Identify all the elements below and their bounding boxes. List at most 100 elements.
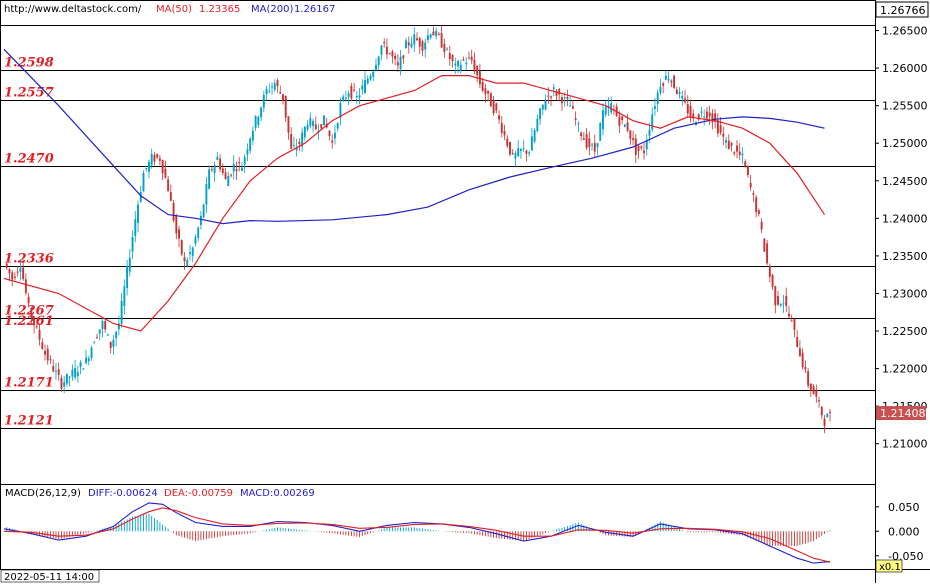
candle-body [123, 286, 126, 307]
candle-body [591, 144, 594, 146]
candle-body [24, 279, 27, 293]
candle-body [153, 154, 156, 162]
candle-body [148, 161, 150, 172]
candle-body [380, 45, 383, 55]
candle-body [210, 169, 213, 171]
candle-body [621, 116, 624, 121]
candle-body [714, 113, 717, 122]
ma50-line [3, 75, 826, 332]
macd-tick-label: -0.050 [888, 550, 923, 563]
candle-body [768, 266, 771, 277]
candle-body [104, 321, 107, 330]
candle-body [137, 204, 139, 224]
candle-body [407, 42, 410, 46]
price-tick-label: 1.22000 [882, 363, 928, 376]
scale-badge-box [875, 559, 903, 573]
candle-body [484, 88, 487, 95]
candle-body [169, 192, 172, 201]
candle-body [328, 130, 331, 136]
candle-body [588, 138, 591, 148]
ma200-line [3, 48, 825, 225]
candle-body [410, 43, 413, 48]
candle-body [55, 370, 57, 372]
candle-body [186, 259, 189, 266]
candle-body [298, 141, 301, 145]
candle-body [705, 111, 708, 119]
candle-body [722, 133, 725, 137]
candle-body [755, 197, 758, 213]
candle-body [648, 129, 651, 136]
candle-body [131, 237, 134, 252]
candle-body [74, 368, 77, 378]
level-label: 1.2557 [4, 86, 54, 101]
candle-body [35, 326, 38, 328]
candle-body [807, 371, 810, 386]
candle-body [189, 252, 191, 254]
candle-body [383, 41, 386, 44]
candle-body [60, 378, 63, 389]
candle-body [268, 90, 271, 92]
macd-value: MACD:0.00269 [240, 488, 315, 499]
candle-body [684, 98, 686, 103]
candle-body [725, 140, 728, 143]
candle-body [664, 75, 667, 80]
candle-body [208, 169, 211, 189]
candle-body [733, 152, 736, 154]
candle-body [273, 83, 276, 90]
candle-body [19, 268, 22, 272]
macd-dea-line [3, 507, 831, 563]
candle-body [766, 243, 769, 264]
candle-body [522, 148, 525, 150]
candle-body [640, 146, 643, 149]
candle-body [536, 119, 539, 131]
scale-badge: x0.1 [879, 562, 901, 573]
candle-body [500, 123, 503, 133]
candle-body [213, 164, 216, 173]
candle-body [194, 237, 197, 244]
candle-body [364, 80, 366, 93]
price-tick-label: 1.25500 [882, 100, 928, 113]
candle-body [514, 153, 517, 159]
candle-body [361, 85, 364, 90]
candle-body [736, 145, 738, 152]
candle-body [68, 376, 71, 378]
candle-body [629, 130, 632, 139]
candle-body [563, 97, 566, 99]
candle-body [826, 413, 829, 418]
candle-body [221, 168, 224, 174]
candle-body [812, 386, 815, 395]
current-price-box [876, 406, 926, 421]
candle-body [320, 124, 323, 129]
candle-body [744, 161, 747, 167]
candle-body [251, 130, 254, 141]
candle-body [478, 71, 481, 85]
candle-body [426, 35, 429, 40]
candle-body [457, 61, 459, 67]
candle-body [585, 134, 588, 148]
candle-body [46, 348, 49, 361]
candle-body [818, 400, 821, 402]
candle-body [429, 34, 432, 38]
price-tick-label: 1.21000 [882, 438, 928, 451]
candle-body [76, 372, 79, 377]
candle-body [511, 153, 514, 155]
candle-body [517, 148, 520, 156]
candle-body [561, 97, 563, 104]
site-url: http://www.deltastock.com/ [4, 4, 142, 15]
timestamp: 2022-05-11 14:00 [4, 572, 94, 583]
candle-body [216, 157, 219, 160]
candle-body [779, 304, 782, 306]
macd-dea: DEA:-0.00759 [164, 488, 233, 499]
candle-body [804, 366, 807, 370]
candle-body [183, 257, 186, 262]
candle-body [681, 96, 684, 99]
candle-body [489, 93, 492, 107]
candle-body [790, 320, 793, 322]
candle-body [388, 53, 391, 55]
candle-body [509, 141, 511, 155]
candle-body [13, 276, 16, 278]
candle-body [295, 146, 298, 151]
candle-body [257, 116, 260, 126]
level-label: 1.2598 [4, 56, 54, 71]
